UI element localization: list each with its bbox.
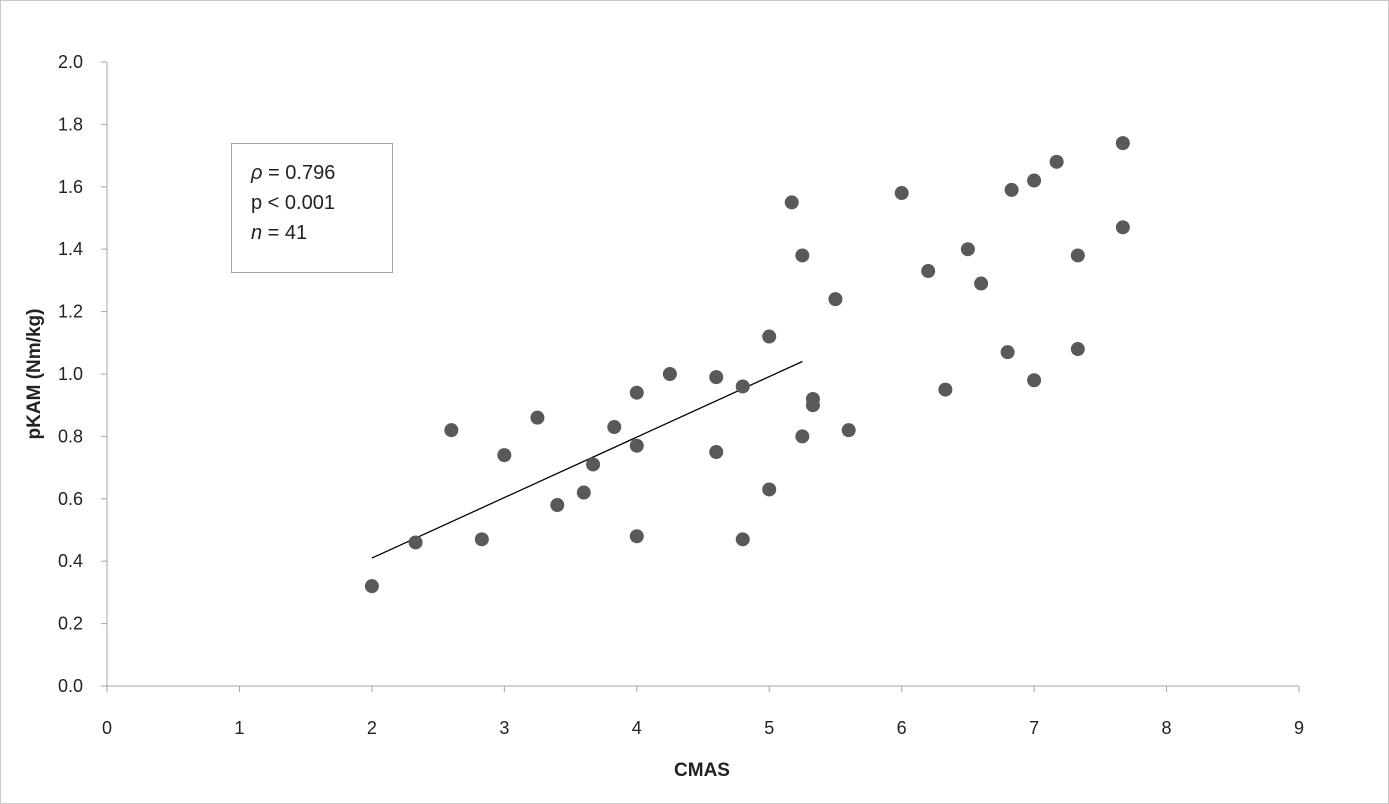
data-point [762,482,777,497]
x-tick-label: 8 [1162,718,1172,738]
x-axis: 0 1 2 3 4 5 6 7 8 9 [102,685,1304,738]
data-point [828,292,843,307]
data-point [550,498,565,513]
data-point [629,438,644,453]
data-point [1070,248,1085,263]
y-tick-label: 0.6 [58,489,83,509]
data-point [1115,136,1130,151]
x-axis-title: CMAS [674,760,730,781]
data-point [841,423,856,438]
rho-symbol: ρ [251,162,263,184]
data-point [1004,182,1019,197]
data-point [762,329,777,344]
data-point [795,248,810,263]
y-axis-title: pKAM (Nm/kg) [24,309,45,440]
data-point [795,429,810,444]
data-points [364,136,1130,594]
data-point [709,370,724,385]
data-point [974,276,989,291]
x-tick-label: 4 [632,718,642,738]
data-point [805,398,820,413]
data-point [1115,220,1130,235]
data-point [576,485,591,500]
x-tick-label: 6 [897,718,907,738]
y-tick-label: 1.6 [58,177,83,197]
x-tick-label: 5 [764,718,774,738]
y-tick-label: 1.8 [58,114,83,134]
data-point [408,535,423,550]
y-tick-label: 1.4 [58,239,83,259]
data-point [1049,154,1064,169]
y-tick-label: 1.2 [58,302,83,322]
y-tick-label: 2.0 [58,52,83,72]
x-tick-label: 9 [1294,718,1304,738]
n-symbol: n [251,222,263,244]
rho-line: ρ = 0.796 [251,158,392,188]
data-point [1027,373,1042,388]
data-point [894,186,909,201]
rho-value: = 0.796 [262,162,336,184]
data-point [629,385,644,400]
data-point [530,410,545,425]
data-point [709,445,724,459]
data-point [662,367,677,381]
y-tick-label: 0.2 [58,614,83,634]
x-tick-label: 1 [234,718,244,738]
y-tick-label: 0.0 [58,676,83,696]
x-tick-label: 0 [102,718,112,738]
y-tick-label: 1.0 [58,364,83,384]
data-point [784,195,799,210]
data-point [1070,342,1085,357]
x-tick-label: 3 [499,718,509,738]
data-point [497,448,512,463]
trendline-group [371,360,803,559]
data-point [1000,345,1015,360]
data-point [444,423,459,438]
data-point [607,420,622,435]
stats-annotation-box: ρ = 0.796 p < 0.001 n = 41 [231,143,393,273]
y-tick-label: 0.8 [58,426,83,446]
trendline [371,360,803,559]
data-point [586,457,601,472]
n-line: n = 41 [251,218,392,248]
data-point [938,382,953,397]
x-tick-label: 2 [367,718,377,738]
p-line: p < 0.001 [251,192,335,214]
data-point [1027,173,1042,188]
data-point [629,529,644,544]
data-point [735,532,750,547]
n-value: = 41 [262,222,308,244]
x-tick-label: 7 [1029,718,1039,738]
data-point [960,242,975,257]
data-point [735,379,750,394]
y-tick-label: 0.4 [58,551,83,571]
data-point [921,264,936,279]
data-point [474,532,489,547]
y-axis: 0.0 0.2 0.4 0.6 0.8 1.0 1.2 1.4 1.6 1.8 2.0 [58,52,108,696]
data-point [364,579,379,594]
